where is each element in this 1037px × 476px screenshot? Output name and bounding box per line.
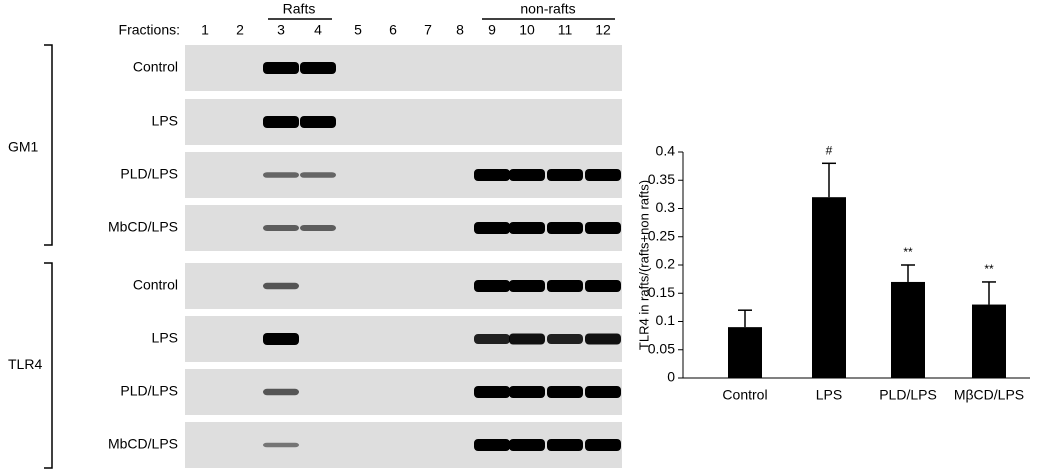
blot-strip (185, 99, 622, 145)
y-tick-label: 0.2 (656, 256, 676, 272)
band (547, 386, 583, 398)
fraction-number: 12 (595, 22, 611, 38)
band (300, 62, 336, 74)
band (300, 116, 336, 128)
y-tick-label: 0.4 (656, 143, 676, 159)
band (263, 282, 299, 290)
fraction-number: 9 (488, 22, 496, 38)
group-label: TLR4 (8, 356, 42, 372)
y-tick-label: 0 (667, 369, 675, 385)
fraction-number: 8 (456, 22, 464, 38)
x-tick-label: LPS (816, 387, 842, 403)
band (263, 225, 299, 231)
band (547, 280, 583, 292)
tlr4-bracket (44, 262, 53, 469)
fraction-number: 1 (201, 22, 209, 38)
band (263, 333, 299, 345)
row-label: Control (133, 59, 178, 75)
band (509, 386, 545, 398)
band (585, 333, 621, 345)
band (509, 333, 545, 345)
nonrafts-label: non-rafts (520, 1, 575, 17)
significance-marker: # (826, 143, 833, 157)
y-axis-label: TLR4 in rafts/(rafts+non rafts) (636, 180, 651, 350)
x-tick-label: PLD/LPS (879, 387, 937, 403)
band (547, 334, 583, 344)
bar (972, 304, 1006, 378)
band (585, 280, 621, 292)
band (547, 222, 583, 234)
band (263, 62, 299, 74)
row-label: PLD/LPS (120, 383, 178, 399)
band (585, 439, 621, 451)
band (585, 386, 621, 398)
fractions-label: Fractions: (119, 22, 180, 38)
y-tick-label: 0.15 (648, 284, 675, 300)
y-tick-label: 0.05 (648, 340, 675, 356)
blot-strip (185, 45, 622, 91)
band (474, 222, 510, 234)
band (474, 439, 510, 451)
fraction-number: 4 (314, 22, 322, 38)
band (263, 442, 299, 448)
x-tick-label: MβCD/LPS (954, 387, 1024, 403)
bar (728, 327, 762, 378)
y-tick-label: 0.35 (648, 171, 675, 187)
row-label: LPS (152, 330, 178, 346)
band (263, 116, 299, 128)
band (547, 169, 583, 181)
y-tick-label: 0.1 (656, 312, 676, 328)
significance-marker: ** (984, 262, 994, 276)
y-tick-label: 0.3 (656, 199, 676, 215)
x-tick-label: Control (722, 387, 767, 403)
band (474, 169, 510, 181)
band (300, 225, 336, 231)
fraction-number: 2 (236, 22, 244, 38)
band (474, 386, 510, 398)
y-tick-label: 0.25 (648, 227, 675, 243)
rafts-label: Rafts (283, 1, 316, 17)
band (474, 280, 510, 292)
band (474, 334, 510, 344)
fraction-number: 6 (389, 22, 397, 38)
fraction-number: 11 (558, 22, 573, 38)
bar (891, 281, 925, 378)
band (300, 172, 336, 178)
row-label: MbCD/LPS (108, 436, 178, 452)
band (509, 280, 545, 292)
fraction-number: 5 (354, 22, 362, 38)
group-label: GM1 (8, 139, 39, 155)
band (263, 172, 299, 178)
significance-marker: ** (903, 245, 913, 259)
fraction-number: 3 (277, 22, 285, 38)
band (509, 169, 545, 181)
gm1-bracket (44, 44, 53, 246)
row-label: PLD/LPS (120, 166, 178, 182)
band (263, 388, 299, 396)
row-label: LPS (152, 113, 178, 129)
band (509, 222, 545, 234)
band (585, 222, 621, 234)
fraction-number: 10 (519, 22, 535, 38)
row-label: MbCD/LPS (108, 219, 178, 235)
band (547, 439, 583, 451)
band (509, 439, 545, 451)
bar (812, 197, 846, 378)
band (585, 169, 621, 181)
row-label: Control (133, 277, 178, 293)
fraction-number: 7 (424, 22, 432, 38)
